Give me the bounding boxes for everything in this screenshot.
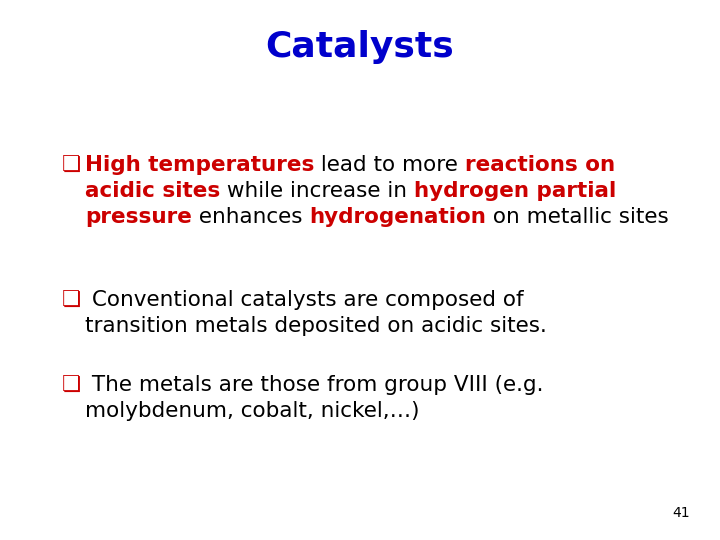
Text: on metallic sites: on metallic sites bbox=[486, 207, 669, 227]
Text: ❏: ❏ bbox=[62, 155, 81, 175]
Text: The metals are those from group VIII (e.g.: The metals are those from group VIII (e.… bbox=[85, 375, 544, 395]
Text: hydrogen partial: hydrogen partial bbox=[414, 181, 616, 201]
Text: Conventional catalysts are composed of: Conventional catalysts are composed of bbox=[85, 290, 523, 310]
Text: 41: 41 bbox=[672, 506, 690, 520]
Text: enhances: enhances bbox=[192, 207, 310, 227]
Text: Catalysts: Catalysts bbox=[266, 30, 454, 64]
Text: lead to more: lead to more bbox=[315, 155, 465, 175]
Text: pressure: pressure bbox=[85, 207, 192, 227]
Text: acidic sites: acidic sites bbox=[85, 181, 220, 201]
Text: transition metals deposited on acidic sites.: transition metals deposited on acidic si… bbox=[85, 316, 547, 336]
Text: ❏: ❏ bbox=[62, 375, 81, 395]
Text: High temperatures: High temperatures bbox=[85, 155, 315, 175]
Text: hydrogenation: hydrogenation bbox=[310, 207, 486, 227]
Text: while increase in: while increase in bbox=[220, 181, 414, 201]
Text: molybdenum, cobalt, nickel,…): molybdenum, cobalt, nickel,…) bbox=[85, 401, 420, 421]
Text: ❏: ❏ bbox=[62, 290, 81, 310]
Text: reactions on: reactions on bbox=[465, 155, 616, 175]
